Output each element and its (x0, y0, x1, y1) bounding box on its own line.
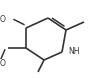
Text: O: O (0, 60, 6, 68)
Text: O: O (0, 16, 6, 24)
Text: NH: NH (68, 48, 79, 56)
